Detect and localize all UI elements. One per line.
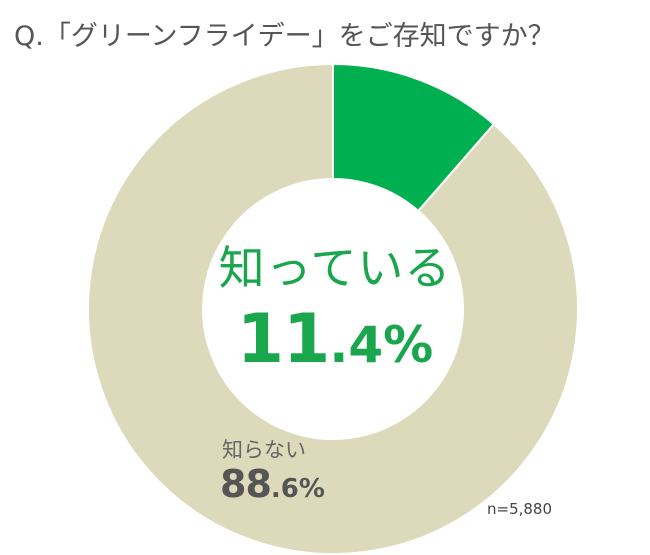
slice-unknown [87, 62, 579, 555]
known-label: 知っている [218, 241, 452, 295]
known-value-dec: .4% [329, 316, 434, 374]
chart-title: Q.「グリーンフライデー」をご存知ですか？ [14, 21, 555, 52]
unknown-label: 知らない [222, 438, 306, 462]
known-value-int: 11 [236, 300, 331, 379]
known-value: 11.4% [205, 300, 465, 379]
unknown-value: 88.6% [220, 462, 325, 506]
unknown-value-int: 88 [220, 462, 272, 506]
unknown-value-dec: .6% [270, 474, 325, 504]
sample-size: n=5,880 [487, 500, 553, 518]
